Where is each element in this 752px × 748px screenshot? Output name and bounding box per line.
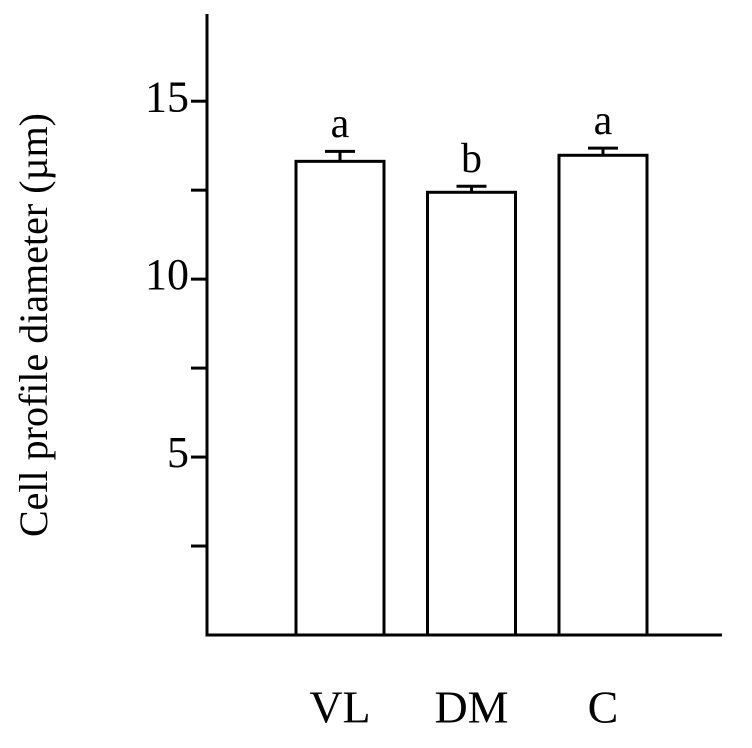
significance-label: b [461, 136, 482, 182]
y-tick-label: 10 [145, 250, 189, 299]
y-axis-label: Cell profile diameter (µm) [11, 113, 56, 537]
x-tick-label: C [588, 682, 619, 733]
significance-label: a [331, 101, 350, 147]
x-tick-label: DM [434, 682, 508, 733]
bar [426, 190, 517, 637]
bar [557, 153, 649, 637]
significance-label: a [594, 98, 613, 144]
x-tick-label: VL [309, 682, 370, 733]
bar [294, 159, 386, 637]
y-tick-label: 15 [145, 72, 189, 121]
y-tick-label: 5 [167, 428, 189, 477]
